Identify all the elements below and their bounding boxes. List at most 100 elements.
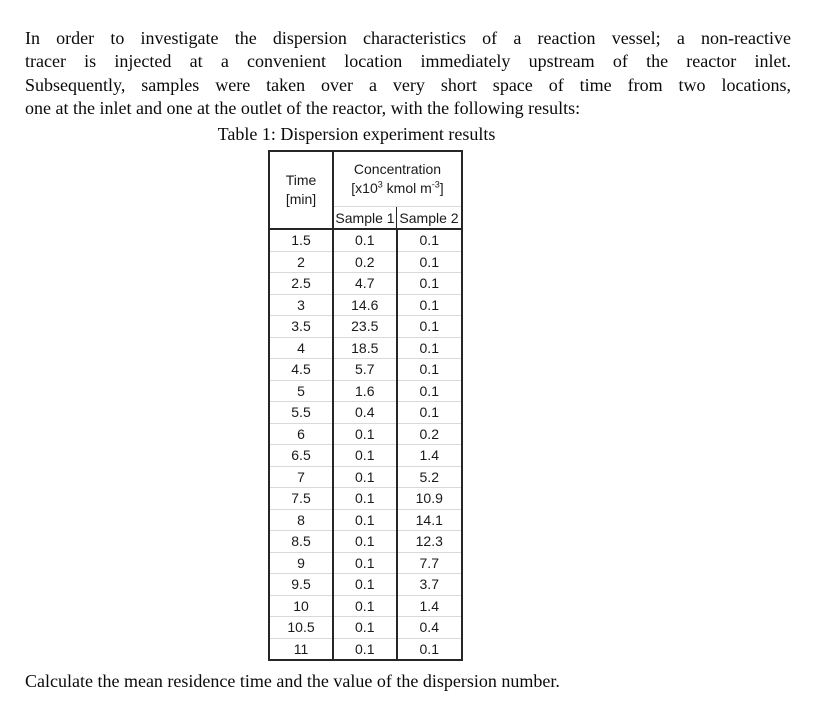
sample1-cell: 0.1 — [333, 423, 398, 445]
header-row-1: Time [min] Concentration [x103 kmol m-3] — [269, 151, 462, 230]
time-header-unit: [min] — [285, 191, 317, 207]
table-row: 6 0.1 0.2 — [269, 423, 462, 445]
table-row: 9.5 0.1 3.7 — [269, 573, 462, 596]
sample2-cell: 0.2 — [396, 423, 462, 445]
sample2-cell: 1.4 — [396, 595, 462, 617]
sample2-cell: 7.7 — [396, 552, 462, 574]
sample2-cell: 12.3 — [396, 530, 462, 553]
concentration-column-header: Concentration [x103 kmol m-3] — [333, 151, 462, 207]
time-cell: 8 — [269, 509, 334, 531]
sample2-cell: 0.1 — [396, 401, 462, 424]
table-row: 3 14.6 0.1 — [269, 294, 462, 316]
time-cell: 6.5 — [269, 444, 334, 467]
table-row: 3.5 23.5 0.1 — [269, 315, 462, 338]
intro-line-2: tracer is injected at a convenient locat… — [25, 51, 791, 72]
sample2-cell: 0.1 — [396, 294, 462, 316]
sample2-header: Sample 2 — [396, 206, 462, 230]
intro-paragraph: In order to investigate the dispersion c… — [25, 27, 791, 121]
sample1-cell: 0.1 — [333, 595, 398, 617]
sample2-cell: 5.2 — [396, 466, 462, 488]
table-row: 10.5 0.1 0.4 — [269, 616, 462, 639]
sample1-cell: 0.1 — [333, 530, 398, 553]
sample2-cell: 0.1 — [396, 229, 462, 252]
sample2-cell: 0.4 — [396, 616, 462, 639]
table-row: 4 18.5 0.1 — [269, 337, 462, 359]
concentration-header-label: Concentration — [353, 161, 442, 177]
time-cell: 5 — [269, 380, 334, 402]
time-cell: 2.5 — [269, 272, 334, 295]
table-row: 5 1.6 0.1 — [269, 380, 462, 402]
time-cell: 8.5 — [269, 530, 334, 553]
time-cell: 1.5 — [269, 229, 334, 252]
sample1-header: Sample 1 — [333, 206, 397, 230]
time-cell: 4.5 — [269, 358, 334, 381]
time-cell: 3.5 — [269, 315, 334, 338]
sample1-cell: 0.1 — [333, 616, 398, 639]
sample1-cell: 0.1 — [333, 509, 398, 531]
time-cell: 4 — [269, 337, 334, 359]
table-row: 2.5 4.7 0.1 — [269, 272, 462, 295]
unit-superscript-1: 3 — [377, 179, 383, 190]
table-row: 11 0.1 0.1 — [269, 638, 462, 660]
sample1-cell: 1.6 — [333, 380, 398, 402]
sample1-cell: 0.1 — [333, 552, 398, 574]
unit-mid: kmol m — [382, 180, 432, 196]
intro-line-3: Subsequently, samples were taken over a … — [25, 74, 791, 95]
time-cell: 6 — [269, 423, 334, 445]
sample2-cell: 0.1 — [396, 380, 462, 402]
time-cell: 7 — [269, 466, 334, 488]
time-cell: 3 — [269, 294, 334, 316]
sample1-cell: 0.4 — [333, 401, 398, 424]
table-header: Time [min] Concentration [x103 kmol m-3]… — [269, 151, 462, 230]
table-row: 9 0.1 7.7 — [269, 552, 462, 574]
time-cell: 2 — [269, 251, 334, 273]
time-cell: 10.5 — [269, 616, 334, 639]
time-cell: 5.5 — [269, 401, 334, 424]
sample1-cell: 0.1 — [333, 638, 398, 660]
sample2-cell: 0.1 — [396, 272, 462, 295]
table-row: 4.5 5.7 0.1 — [269, 358, 462, 381]
table-row: 8.5 0.1 12.3 — [269, 530, 462, 553]
intro-line-1: In order to investigate the dispersion c… — [25, 28, 791, 48]
table-row: 10 0.1 1.4 — [269, 595, 462, 617]
sample2-cell: 0.1 — [396, 358, 462, 381]
intro-line-4: one at the inlet and one at the outlet o… — [25, 98, 581, 119]
unit-suffix: ] — [439, 180, 444, 196]
sample1-cell: 14.6 — [333, 294, 398, 316]
sample1-cell: 0.1 — [333, 466, 398, 488]
table-row: 8 0.1 14.1 — [269, 509, 462, 531]
sample2-cell: 0.1 — [419, 640, 439, 657]
table-row: 2 0.2 0.1 — [269, 251, 462, 273]
time-cell: 7.5 — [269, 487, 334, 510]
concentration-header-unit: [x103 kmol m-3] — [334, 179, 461, 198]
table-row: 6.5 0.1 1.4 — [269, 444, 462, 467]
time-cell: 9.5 — [269, 573, 334, 596]
table-caption: Table 1: Dispersion experiment results — [217, 124, 496, 144]
sample2-cell: 0.1 — [396, 251, 462, 273]
sample2-cell: 3.7 — [396, 573, 462, 596]
sample1-cell: 0.2 — [333, 251, 398, 273]
sample2-cell: 0.1 — [396, 315, 462, 338]
sample2-cell: 10.9 — [396, 487, 462, 510]
unit-superscript-2: -3 — [431, 179, 440, 190]
table-row: 1.5 0.1 0.1 — [269, 229, 462, 252]
time-column-header: Time [min] — [269, 151, 334, 230]
sample2-cell: 1.4 — [396, 444, 462, 467]
table-row: 5.5 0.4 0.1 — [269, 401, 462, 424]
sample1-cell: 0.1 — [333, 487, 398, 510]
time-header-label: Time — [285, 172, 317, 188]
table-row: 7.5 0.1 10.9 — [269, 487, 462, 510]
sample1-cell: 5.7 — [333, 358, 398, 381]
sample1-cell: 4.7 — [333, 272, 398, 295]
table-row: 7 0.1 5.2 — [269, 466, 462, 488]
table-body: 1.5 0.1 0.1 2 0.2 0.1 2.5 4.7 0.1 3 14.6 0.1 3.5 23.5… — [269, 229, 462, 660]
sample1-cell: 0.1 — [333, 229, 398, 252]
dispersion-results-table: Time [min] Concentration [x103 kmol m-3]… — [268, 150, 463, 661]
sample1-cell: 23.5 — [333, 315, 398, 338]
unit-prefix: [x10 — [351, 180, 378, 196]
sample1-cell: 0.1 — [333, 444, 398, 467]
time-cell: 9 — [269, 552, 334, 574]
time-cell: 11 — [269, 638, 334, 660]
sample2-cell: 0.1 — [396, 337, 462, 359]
